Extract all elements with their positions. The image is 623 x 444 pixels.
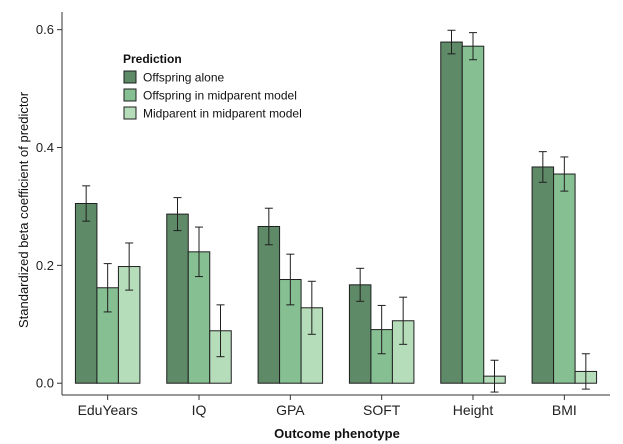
x-tick-label: IQ (192, 402, 207, 418)
legend-title: Prediction (123, 52, 182, 66)
x-tick-label: SOFT (363, 402, 401, 418)
x-axis-title: Outcome phenotype (274, 426, 400, 441)
x-tick-label: GPA (276, 402, 305, 418)
y-tick-label: 0.6 (36, 22, 54, 37)
bar-group-eduyears (74, 185, 141, 384)
error-bar (286, 253, 295, 306)
error-bar (469, 32, 477, 61)
legend-swatch (123, 88, 137, 102)
legend-label: Midparent in midparent model (143, 107, 302, 121)
axes-layer (61, 12, 610, 396)
y-tick-label: 0.2 (36, 258, 54, 273)
bar (166, 213, 189, 384)
error-bar (399, 296, 408, 345)
error-bar (173, 197, 182, 232)
bars-layer (74, 29, 598, 393)
bar (553, 173, 576, 384)
bar (440, 41, 463, 384)
bar (531, 166, 555, 384)
error-bar (216, 304, 225, 358)
y-axis-title: Standardized beta coefficient of predict… (16, 91, 31, 328)
error-bar (560, 156, 569, 192)
bar-group-gpa (257, 207, 324, 384)
y-ticks: 0.0 0.2 0.4 0.6 (36, 22, 62, 391)
error-bar (490, 359, 499, 393)
legend-items: Offspring alone Offspring in midparent mo… (123, 70, 302, 121)
bar-group-height (440, 29, 506, 393)
error-bar (356, 267, 365, 302)
error-bar (538, 151, 547, 183)
legend-swatch (123, 70, 137, 84)
legend-label: Offspring in midparent model (143, 89, 297, 103)
bar (461, 45, 485, 384)
error-bar (103, 263, 112, 313)
y-tick-label: 0.4 (36, 140, 54, 155)
legend-item: Offspring in midparent model (123, 88, 297, 103)
legend-item: Midparent in midparent model (123, 106, 302, 121)
bar (257, 225, 281, 384)
x-tick-label: Height (453, 402, 494, 418)
error-bar (264, 207, 273, 246)
bar (74, 203, 98, 384)
x-tick-label: EduYears (78, 402, 138, 418)
y-tick-label: 0.0 (36, 376, 54, 391)
x-ticks: EduYears IQ GPA SOFT Height BMI (78, 395, 577, 418)
error-bar (447, 29, 456, 55)
legend-swatch (123, 106, 137, 120)
bar-group-soft (348, 267, 415, 384)
bar-group-iq (166, 197, 232, 384)
error-bar (307, 280, 316, 335)
error-bar (581, 353, 590, 390)
legend-item: Offspring alone (123, 70, 224, 85)
x-tick-label: BMI (552, 402, 577, 418)
error-bar (82, 185, 91, 222)
error-bar (125, 242, 134, 291)
legend: Prediction Offspring alone Offspring in m… (123, 52, 302, 121)
error-bar (377, 304, 386, 355)
bar-group-bmi (531, 151, 598, 390)
error-bar (195, 226, 203, 278)
legend-label: Offspring alone (143, 71, 224, 85)
